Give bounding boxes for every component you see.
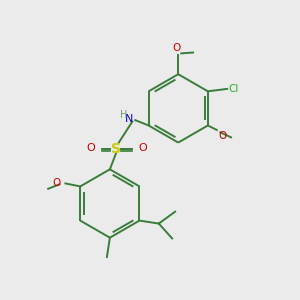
Text: O: O bbox=[53, 178, 61, 188]
Text: H: H bbox=[120, 110, 128, 120]
Text: methoxy: methoxy bbox=[220, 137, 226, 138]
Text: S: S bbox=[111, 142, 121, 155]
Text: O: O bbox=[138, 143, 147, 153]
Text: O: O bbox=[86, 143, 95, 153]
Text: N: N bbox=[125, 114, 133, 124]
Text: Cl: Cl bbox=[229, 84, 239, 94]
Text: O: O bbox=[218, 130, 226, 140]
Text: O: O bbox=[172, 43, 181, 52]
